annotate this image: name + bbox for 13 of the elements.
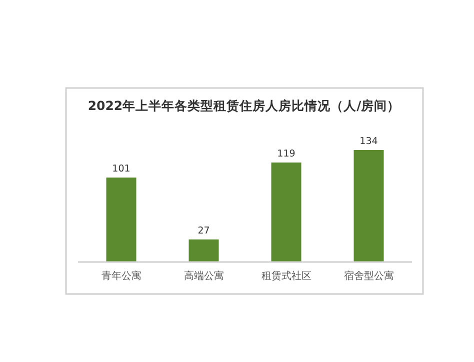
x-tick-label: 高端公寓 [184,270,224,282]
bar [354,150,384,262]
data-label: 134 [360,136,378,147]
data-label: 101 [112,164,130,175]
data-label: 119 [277,148,296,160]
x-tick-label: 租赁式社区 [261,270,312,282]
x-tick-label: 宿舍型公寓 [344,270,394,282]
chart-title: 2022年上半年各类型租赁住房人房比情况（人/房间） [88,98,400,113]
bar [188,239,219,262]
data-label: 27 [198,225,210,236]
bar [106,178,136,262]
x-tick-label: 青年公寓 [101,270,142,282]
bar [271,162,302,262]
